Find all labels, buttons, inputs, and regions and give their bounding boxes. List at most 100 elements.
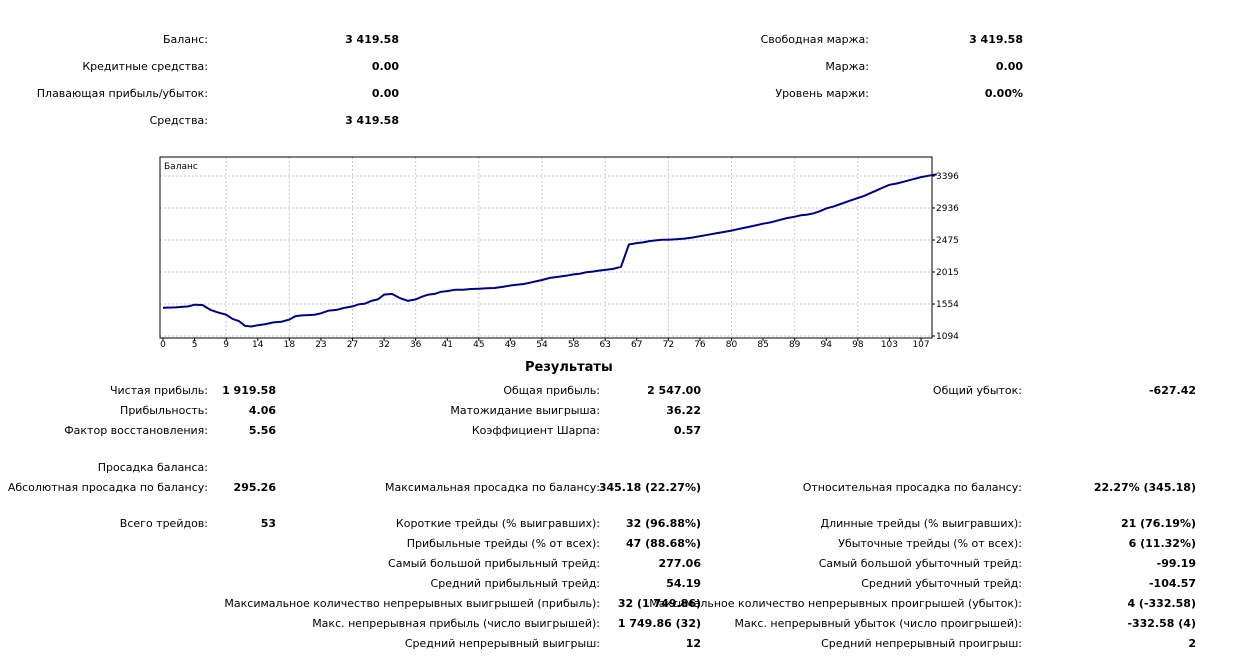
margin-label: Маржа: — [825, 60, 869, 73]
credit-value: 0.00 — [371, 60, 399, 73]
x-tick-label: 54 — [536, 340, 548, 350]
largest-loss-label: Самый большой убыточный трейд: — [818, 557, 1022, 570]
avg-consec-wins-value: 12 — [685, 637, 701, 650]
x-tick-label: 45 — [473, 340, 484, 350]
balance-value: 3 419.58 — [345, 33, 399, 46]
long-trades-label: Длинные трейды (% выигравших): — [820, 517, 1022, 530]
x-tick-label: 58 — [568, 340, 580, 350]
short-trades-label: Короткие трейды (% выигравших): — [395, 517, 600, 530]
y-tick-label: 1094 — [936, 332, 959, 342]
avg-loss-value: -104.57 — [1148, 577, 1196, 590]
x-axis-ticks: 0 5 9 14 18 23 27 32 36 41 45 49 54 58 63 67 72 76 80 85 89 9… — [160, 338, 930, 350]
x-tick-label: 41 — [442, 340, 453, 350]
sharpe-label: Коэффициент Шарпа: — [471, 424, 600, 437]
abs-drawdown-label: Абсолютная просадка по балансу: — [7, 481, 208, 494]
profit-trades-label: Прибыльные трейды (% от всех): — [406, 537, 600, 550]
x-tick-label: 85 — [757, 340, 768, 350]
short-trades-value: 32 (96.88%) — [625, 517, 701, 530]
max-consec-losses-value: 4 (-332.58) — [1127, 597, 1196, 610]
free-margin-label: Свободная маржа: — [760, 33, 869, 46]
y-axis-ticks: 3396 2936 2475 2015 1554 1094 — [932, 172, 959, 342]
equity-label: Средства: — [149, 114, 208, 127]
gross-loss-label: Общий убыток: — [932, 384, 1022, 397]
x-tick-label: 107 — [912, 340, 929, 350]
y-tick-label: 2015 — [936, 268, 959, 278]
x-tick-label: 80 — [726, 340, 738, 350]
y-tick-label: 1554 — [936, 300, 959, 310]
largest-profit-label: Самый большой прибыльный трейд: — [388, 557, 600, 570]
total-trades-value: 53 — [260, 517, 276, 530]
gross-profit-label: Общая прибыль: — [503, 384, 600, 397]
profit-factor-value: 4.06 — [248, 404, 276, 417]
chart-frame — [159, 156, 933, 339]
x-tick-label: 27 — [347, 340, 358, 350]
y-tick-label: 2936 — [936, 204, 959, 214]
max-consec-profit-value: 1 749.86 (32) — [617, 617, 701, 630]
rel-drawdown-label: Относительная просадка по балансу: — [802, 481, 1022, 494]
gross-loss-value: -627.42 — [1148, 384, 1196, 397]
rel-drawdown-value: 22.27% (345.18) — [1093, 481, 1196, 494]
x-tick-label: 63 — [599, 340, 610, 350]
results-title: Результаты — [525, 360, 613, 375]
credit-label: Кредитные средства: — [82, 60, 208, 73]
x-tick-label: 9 — [223, 340, 229, 350]
max-consec-loss-label: Макс. непрерывный убыток (число проигрыш… — [734, 617, 1022, 630]
chart-grid — [160, 157, 932, 338]
x-tick-label: 98 — [852, 340, 864, 350]
recovery-factor-value: 5.56 — [248, 424, 276, 437]
x-tick-label: 49 — [505, 340, 517, 350]
x-tick-label: 76 — [694, 340, 706, 350]
x-tick-label: 103 — [881, 340, 898, 350]
net-profit-label: Чистая прибыль: — [109, 384, 208, 397]
free-margin-value: 3 419.58 — [969, 33, 1023, 46]
y-tick-label: 3396 — [936, 172, 959, 182]
expected-payoff-value: 36.22 — [666, 404, 701, 417]
x-tick-label: 23 — [315, 340, 326, 350]
x-tick-label: 14 — [252, 340, 264, 350]
x-tick-label: 94 — [821, 340, 833, 350]
balance-chart: Баланс 0 5 9 14 18 23 27 32 36 41 45 49 54 58 63 67 72 76… — [159, 156, 959, 350]
margin-value: 0.00 — [995, 60, 1023, 73]
balance-series-line — [162, 173, 937, 328]
sharpe-value: 0.57 — [673, 424, 701, 437]
margin-level-value: 0.00% — [984, 87, 1023, 100]
avg-consec-losses-value: 2 — [1188, 637, 1196, 650]
avg-loss-label: Средний убыточный трейд: — [861, 577, 1022, 590]
margin-level-label: Уровень маржи: — [775, 87, 869, 100]
equity-value: 3 419.58 — [345, 114, 399, 127]
profit-trades-value: 47 (88.68%) — [625, 537, 701, 550]
largest-loss-value: -99.19 — [1156, 557, 1196, 570]
profit-factor-label: Прибыльность: — [120, 404, 208, 417]
x-tick-label: 18 — [284, 340, 296, 350]
max-drawdown-value: 345.18 (22.27%) — [598, 481, 701, 494]
largest-profit-value: 277.06 — [658, 557, 701, 570]
x-tick-label: 5 — [192, 340, 198, 350]
x-tick-label: 89 — [789, 340, 801, 350]
max-consec-wins-value: 32 (1 749.86) — [617, 597, 701, 610]
max-drawdown-label: Максимальная просадка по балансу: — [384, 481, 600, 494]
max-consec-loss-value: -332.58 (4) — [1127, 617, 1196, 630]
gross-profit-value: 2 547.00 — [647, 384, 701, 397]
avg-consec-wins-label: Средний непрерывный выигрыш: — [404, 637, 600, 650]
balance-label: Баланс: — [162, 33, 208, 46]
floating-pl-value: 0.00 — [371, 87, 399, 100]
loss-trades-label: Убыточные трейды (% от всех): — [838, 537, 1022, 550]
x-tick-label: 36 — [410, 340, 422, 350]
avg-profit-value: 54.19 — [666, 577, 701, 590]
chart-title: Баланс — [164, 162, 198, 172]
y-tick-label: 2475 — [936, 236, 959, 246]
loss-trades-value: 6 (11.32%) — [1128, 537, 1196, 550]
avg-profit-label: Средний прибыльный трейд: — [430, 577, 600, 590]
expected-payoff-label: Матожидание выигрыша: — [450, 404, 600, 417]
balance-drawdown-label: Просадка баланса: — [97, 461, 208, 474]
x-tick-label: 0 — [160, 340, 166, 350]
total-trades-label: Всего трейдов: — [119, 517, 208, 530]
recovery-factor-label: Фактор восстановления: — [64, 424, 208, 437]
x-tick-label: 67 — [631, 340, 642, 350]
long-trades-value: 21 (76.19%) — [1120, 517, 1196, 530]
floating-pl-label: Плавающая прибыль/убыток: — [36, 87, 208, 100]
abs-drawdown-value: 295.26 — [233, 481, 276, 494]
avg-consec-losses-label: Средний непрерывный проигрыш: — [821, 637, 1022, 650]
max-consec-losses-label: Максимальное количество непрерывных прои… — [649, 597, 1022, 610]
x-tick-label: 72 — [663, 340, 674, 350]
